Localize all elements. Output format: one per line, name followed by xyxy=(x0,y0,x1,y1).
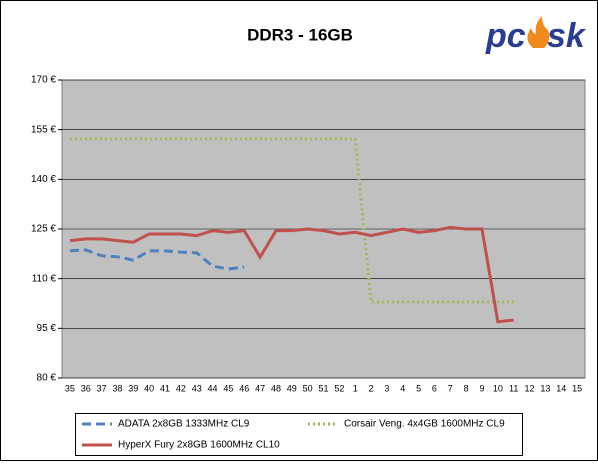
x-tick-label: 9 xyxy=(479,383,484,393)
series-line xyxy=(69,225,514,324)
logo-right: sk xyxy=(547,17,587,55)
y-tick-label: 95 € xyxy=(37,323,57,334)
x-tick-label: 4 xyxy=(400,383,405,393)
y-tick-label: 125 € xyxy=(31,224,56,235)
legend-label: Corsair Veng. 4x4GB 1600MHz CL9 xyxy=(344,419,505,430)
x-tick-label: 8 xyxy=(464,383,469,393)
x-tick-label: 14 xyxy=(556,383,566,393)
x-tick-label: 48 xyxy=(271,383,281,393)
x-tick-label: 47 xyxy=(255,383,265,393)
x-tick-label: 12 xyxy=(525,383,535,393)
x-tick-label: 6 xyxy=(432,383,437,393)
x-tick-label: 7 xyxy=(448,383,453,393)
legend xyxy=(75,413,523,456)
x-tick-label: 39 xyxy=(128,383,138,393)
x-tick-label: 50 xyxy=(303,383,313,393)
logo-flame xyxy=(527,16,550,48)
x-tick-label: 52 xyxy=(334,383,344,393)
y-tick-label: 140 € xyxy=(31,174,56,185)
x-tick-label: 42 xyxy=(176,383,186,393)
x-tick-label: 45 xyxy=(223,383,233,393)
x-tick-label: 10 xyxy=(493,383,503,393)
y-tick-label: 155 € xyxy=(31,124,56,135)
x-tick-label: 51 xyxy=(318,383,328,393)
logo-left: pc xyxy=(485,17,526,55)
x-tick-label: 2 xyxy=(369,383,374,393)
y-tick-label: 110 € xyxy=(32,273,57,284)
legend-label: HyperX Fury 2x8GB 1600MHz CL10 xyxy=(118,440,280,451)
x-tick-label: 3 xyxy=(384,383,389,393)
x-tick-label: 46 xyxy=(239,383,249,393)
x-tick-label: 40 xyxy=(144,383,154,393)
chart-title: DDR3 - 16GB xyxy=(247,25,353,44)
x-tick-label: 5 xyxy=(416,383,421,393)
y-tick-label: 80 € xyxy=(37,373,57,384)
series-line xyxy=(69,248,245,271)
series-line xyxy=(69,137,514,304)
x-tick-label: 15 xyxy=(572,383,582,393)
x-tick-label: 38 xyxy=(112,383,122,393)
x-tick-label: 35 xyxy=(65,383,75,393)
logo: pc sk xyxy=(485,16,587,55)
y-tick-label: 170 € xyxy=(31,75,56,86)
x-tick-label: 37 xyxy=(97,383,107,393)
x-tick-label: 43 xyxy=(192,383,202,393)
x-tick-label: 1 xyxy=(353,383,358,393)
legend-label: ADATA 2x8GB 1333MHz CL9 xyxy=(118,419,250,430)
x-tick-label: 11 xyxy=(509,383,518,393)
x-tick-label: 36 xyxy=(81,383,91,393)
x-tick-label: 44 xyxy=(208,383,218,393)
x-tick-label: 13 xyxy=(540,383,550,393)
x-tick-label: 41 xyxy=(160,383,170,393)
x-tick-label: 49 xyxy=(287,383,297,393)
